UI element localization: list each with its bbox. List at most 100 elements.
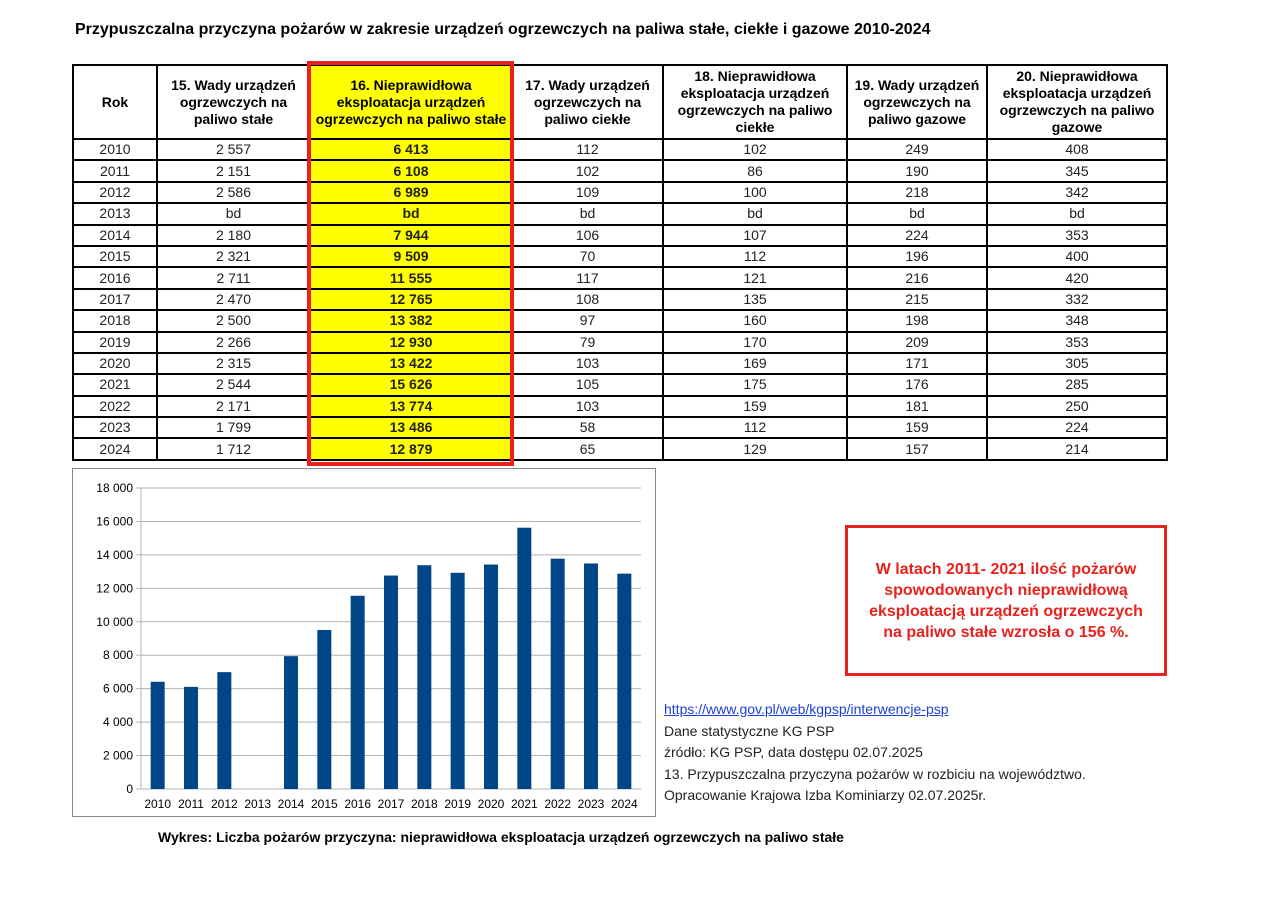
value-cell: 65 xyxy=(511,437,664,461)
value-cell: 9 509 xyxy=(309,244,513,269)
value-cell: 224 xyxy=(846,223,988,247)
y-tick-label: 10 000 xyxy=(96,615,133,629)
value-cell: 107 xyxy=(662,223,848,247)
value-cell: 103 xyxy=(511,394,664,419)
value-cell: 218 xyxy=(846,180,988,205)
value-cell: 86 xyxy=(662,159,848,183)
value-cell: 1 712 xyxy=(156,437,311,461)
x-tick-label: 2010 xyxy=(144,797,171,811)
table-row: 2014 2 180 7 944 106 107 224 353 xyxy=(72,223,1168,247)
value-cell: bd xyxy=(309,202,513,226)
value-cell: bd xyxy=(511,202,664,226)
value-cell: 224 xyxy=(986,416,1168,440)
value-cell: 400 xyxy=(986,244,1168,269)
value-cell: 135 xyxy=(662,287,848,312)
table-row: 2018 2 500 13 382 97 160 198 348 xyxy=(72,309,1168,333)
value-cell: 215 xyxy=(846,287,988,312)
value-cell: 58 xyxy=(511,416,664,440)
bar-2018 xyxy=(417,565,432,789)
bar-2010 xyxy=(150,681,165,789)
value-cell: 105 xyxy=(511,373,664,397)
year-cell: 2021 xyxy=(72,373,158,397)
table-row: 2023 1 799 13 486 58 112 159 224 xyxy=(72,416,1168,440)
table-row: 2010 2 557 6 413 112 102 249 408 xyxy=(72,137,1168,162)
year-cell: 2023 xyxy=(72,416,158,440)
value-cell: 408 xyxy=(986,137,1168,162)
value-cell: 102 xyxy=(662,137,848,162)
header-col16: 16. Nieprawidłowa eksploatacja urządzeń … xyxy=(309,64,513,140)
note-line: W latach 2011- 2021 ilość pożarów xyxy=(875,560,1137,578)
value-cell: 12 930 xyxy=(309,330,513,354)
table-row: 2017 2 470 12 765 108 135 215 332 xyxy=(72,287,1168,312)
table-header-row: Rok 15. Wady urządzeń ogrzewczych na pal… xyxy=(72,64,1168,140)
page-title: Przypuszczalna przyczyna pożarów w zakre… xyxy=(75,21,931,38)
y-tick-label: 18 000 xyxy=(96,481,133,495)
value-cell: 332 xyxy=(986,287,1168,312)
value-cell: 15 626 xyxy=(309,373,513,397)
table-row: 2019 2 266 12 930 79 170 209 353 xyxy=(72,330,1168,354)
value-cell: 6 989 xyxy=(309,180,513,205)
value-cell: 353 xyxy=(986,330,1168,354)
value-cell: 2 470 xyxy=(156,287,311,312)
data-table: Rok 15. Wady urządzeń ogrzewczych na pal… xyxy=(72,64,1168,461)
value-cell: 11 555 xyxy=(309,266,513,290)
value-cell: bd xyxy=(662,202,848,226)
highlight-note: W latach 2011- 2021 ilość pożarów spowod… xyxy=(845,525,1167,676)
table-row: 2024 1 712 12 879 65 129 157 214 xyxy=(72,437,1168,461)
value-cell: 2 711 xyxy=(156,266,311,290)
header-col18: 18. Nieprawidłowa eksploatacja urządzeń … xyxy=(662,64,848,140)
year-cell: 2020 xyxy=(72,351,158,376)
value-cell: 2 315 xyxy=(156,351,311,376)
header-col20: 20. Nieprawidłowa eksploatacja urządzeń … xyxy=(986,64,1168,140)
value-cell: 2 151 xyxy=(156,159,311,183)
value-cell: 171 xyxy=(846,351,988,376)
chart-caption: Wykres: Liczba pożarów przyczyna: niepra… xyxy=(158,829,844,845)
value-cell: 1 799 xyxy=(156,416,311,440)
bar-2023 xyxy=(584,563,598,789)
year-cell: 2015 xyxy=(72,244,158,269)
bar-2022 xyxy=(550,558,565,789)
value-cell: 13 486 xyxy=(309,416,513,440)
value-cell: 285 xyxy=(986,373,1168,397)
chart-svg: 0 2 000 4 000 6 000 8 000 10 000 12 000 14 000 1… xyxy=(96,481,641,811)
value-cell: 214 xyxy=(986,437,1168,461)
table-row: 2011 2 151 6 108 102 86 190 345 xyxy=(72,159,1168,183)
year-cell: 2024 xyxy=(72,437,158,461)
x-tick-label: 2017 xyxy=(378,797,405,811)
year-cell: 2022 xyxy=(72,394,158,419)
value-cell: 2 586 xyxy=(156,180,311,205)
value-cell: 175 xyxy=(662,373,848,397)
value-cell: 2 321 xyxy=(156,244,311,269)
value-cell: 160 xyxy=(662,309,848,333)
value-cell: 198 xyxy=(846,309,988,333)
value-cell: 157 xyxy=(846,437,988,461)
year-cell: 2014 xyxy=(72,223,158,247)
value-cell: 353 xyxy=(986,223,1168,247)
header-col19: 19. Wady urządzeń ogrzewczych na paliwo … xyxy=(846,64,988,140)
value-cell: bd xyxy=(846,202,988,226)
year-cell: 2010 xyxy=(72,137,158,162)
bar-2014 xyxy=(284,656,298,789)
value-cell: 112 xyxy=(662,244,848,269)
x-tick-label: 2024 xyxy=(611,797,638,811)
source-link[interactable]: https://www.gov.pl/web/kgpsp/interwencje… xyxy=(664,701,949,717)
value-cell: 2 266 xyxy=(156,330,311,354)
value-cell: 2 171 xyxy=(156,394,311,419)
year-cell: 2019 xyxy=(72,330,158,354)
bar-2021 xyxy=(517,527,532,789)
x-tick-label: 2012 xyxy=(211,797,238,811)
value-cell: 190 xyxy=(846,159,988,183)
value-cell: 159 xyxy=(846,416,988,440)
value-cell: 181 xyxy=(846,394,988,419)
header-col17: 17. Wady urządzeń ogrzewczych na paliwo … xyxy=(511,64,664,140)
note-line: spowodowanych nieprawidłową xyxy=(884,581,1128,599)
value-cell: bd xyxy=(986,202,1168,226)
value-cell: 250 xyxy=(986,394,1168,419)
value-cell: 2 557 xyxy=(156,137,311,162)
bar-2012 xyxy=(217,672,232,789)
value-cell: 345 xyxy=(986,159,1168,183)
table-row: 2021 2 544 15 626 105 175 176 285 xyxy=(72,373,1168,397)
value-cell: 13 422 xyxy=(309,351,513,376)
y-tick-label: 14 000 xyxy=(96,548,133,562)
